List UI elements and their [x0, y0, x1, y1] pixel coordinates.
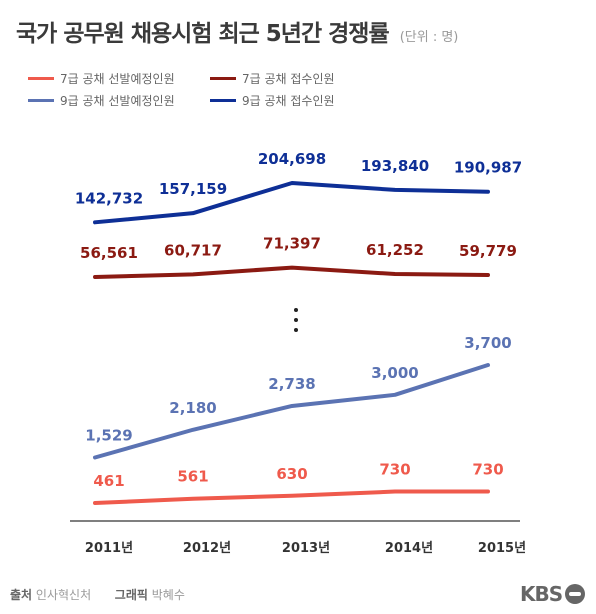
source-label: 출처: [10, 588, 33, 602]
legend-label-g7sel: 7급 공채 선발예정인원: [60, 72, 175, 86]
legend-item-g7sel: 7급 공채 선발예정인원: [28, 70, 175, 87]
series-line-g9app: [93, 181, 490, 225]
data-label-g9app-0: 142,732: [75, 189, 143, 207]
series-line-g7app: [93, 265, 490, 279]
kbs-logo: KBS: [520, 582, 586, 606]
logo-text: KBS: [520, 582, 563, 606]
logo-mark-icon: [565, 584, 586, 604]
footer: 출처 인사혁신처 그래픽 박혜수: [10, 586, 185, 603]
data-label-g7sel-0: 461: [93, 472, 124, 490]
data-label-g9sel-2: 2,738: [268, 375, 315, 393]
graphic-label: 그래픽: [114, 588, 148, 602]
data-label-g7app-2: 71,397: [263, 235, 321, 253]
axis-break-dot-1: [294, 318, 298, 322]
legend-label-g7app: 7급 공채 접수인원: [242, 72, 335, 86]
data-label-g7app-3: 61,252: [366, 241, 424, 259]
title-row: 국가 공무원 채용시험 최근 5년간 경쟁률 (단위 : 명): [16, 14, 458, 48]
x-tick-label-3: 2014년: [385, 541, 433, 556]
data-label-g9sel-4: 3,700: [464, 334, 511, 352]
data-label-g7sel-4: 730: [472, 461, 503, 479]
source-value: 인사혁신처: [35, 588, 92, 602]
chart-title: 국가 공무원 채용시험 최근 5년간 경쟁률: [16, 21, 390, 47]
data-label-g7app-4: 59,779: [459, 242, 517, 260]
axis-break-dot-0: [294, 308, 298, 312]
graphic-value: 박혜수: [151, 588, 185, 602]
x-tick-label-2: 2013년: [282, 541, 330, 556]
legend-swatch-g7app: [210, 77, 236, 80]
data-label-g9sel-0: 1,529: [85, 426, 132, 444]
legend-item-g9app: 9급 공채 접수인원: [210, 92, 335, 109]
legend-item-g7app: 7급 공채 접수인원: [210, 70, 335, 87]
data-label-g7sel-2: 630: [276, 465, 307, 483]
legend-label-g9app: 9급 공채 접수인원: [242, 94, 335, 108]
data-label-g9app-3: 193,840: [361, 157, 429, 175]
x-tick-label-4: 2015년: [478, 541, 526, 556]
data-label-g9sel-3: 3,000: [371, 364, 418, 382]
series-line-g7sel: [93, 489, 490, 505]
x-tick-label-0: 2011년: [85, 541, 133, 556]
legend-label-g9sel: 9급 공채 선발예정인원: [60, 94, 175, 108]
data-label-g9app-2: 204,698: [258, 150, 326, 168]
data-label-g9app-4: 190,987: [454, 159, 522, 177]
legend-swatch-g7sel: [28, 77, 54, 80]
x-tick-label-1: 2012년: [183, 541, 231, 556]
axis-break-dot-2: [294, 328, 298, 332]
data-label-g7app-0: 56,561: [80, 244, 138, 262]
data-label-g9sel-1: 2,180: [169, 399, 216, 417]
legend-item-g9sel: 9급 공채 선발예정인원: [28, 92, 175, 109]
data-label-g7app-1: 60,717: [164, 241, 222, 259]
data-label-g9app-1: 157,159: [159, 180, 227, 198]
legend-swatch-g9sel: [28, 99, 54, 102]
data-label-g7sel-1: 561: [177, 468, 208, 486]
legend-swatch-g9app: [210, 99, 236, 102]
unit-label: (단위 : 명): [399, 30, 459, 45]
series-line-g9sel: [93, 363, 490, 460]
data-label-g7sel-3: 730: [379, 461, 410, 479]
